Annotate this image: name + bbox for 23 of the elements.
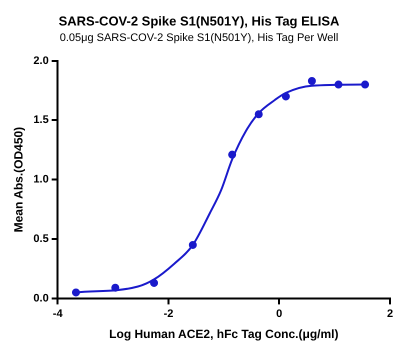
x-tick-label: 0 <box>276 308 282 320</box>
point <box>228 150 236 159</box>
x-tick-label: -4 <box>52 308 64 320</box>
point <box>361 80 370 89</box>
y-tick-label: 1.5 <box>33 114 49 126</box>
point <box>334 80 342 89</box>
point <box>111 284 120 292</box>
y-tick-label: 0.0 <box>33 292 49 304</box>
y-tick-label: 2.0 <box>33 54 49 67</box>
point <box>150 278 158 287</box>
chart-title: SARS-COV-2 Spike S1(N501Y), His Tag ELISA <box>58 13 340 28</box>
y-tick-label: 0.5 <box>33 233 49 246</box>
y-axis-title: Mean Abs.(OD450) <box>12 126 26 232</box>
x-tick-label: -2 <box>164 308 174 320</box>
point <box>188 240 197 249</box>
point <box>72 288 80 296</box>
x-axis-title: Log Human ACE2, hFc Tag Conc.(μg/ml) <box>109 327 339 342</box>
point <box>308 76 316 85</box>
y-tick-label: 1.0 <box>33 174 49 186</box>
point <box>254 110 263 118</box>
chart-subtitle: 0.05μg SARS-COV-2 Spike S1(N501Y), His Tag Per Well <box>60 32 338 44</box>
point <box>282 92 290 100</box>
x-tick-label: 2 <box>386 308 394 320</box>
